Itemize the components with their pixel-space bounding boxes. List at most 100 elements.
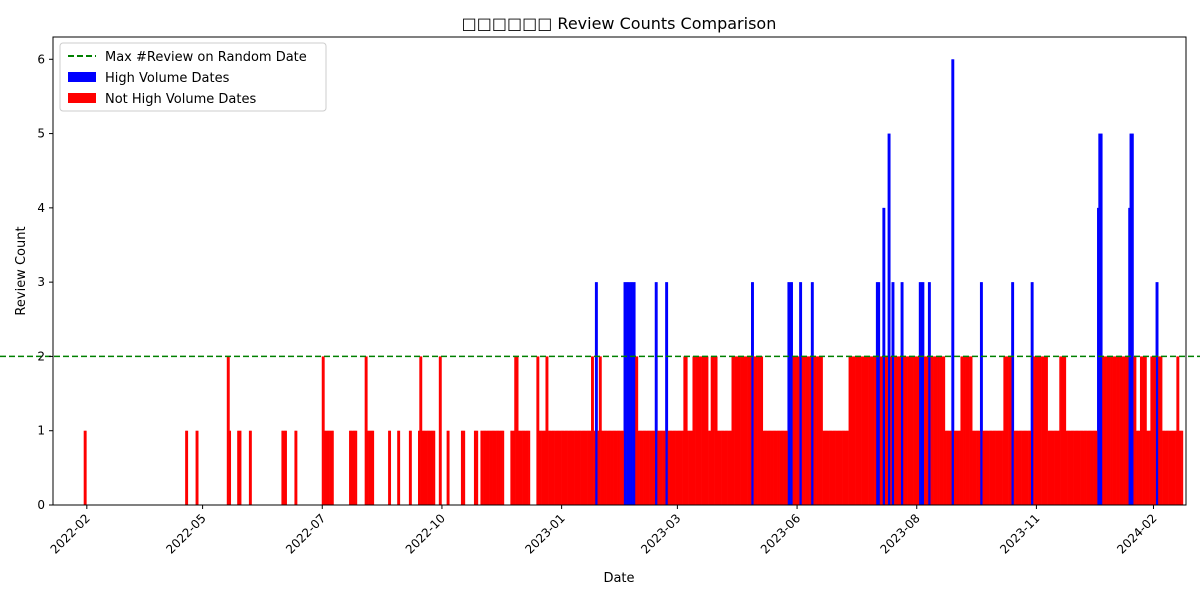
bar: [492, 430, 494, 505]
bar: [537, 356, 540, 505]
bar: [614, 430, 617, 505]
bar: [1143, 356, 1146, 505]
bar: [976, 430, 978, 505]
x-axis-label: Date: [603, 571, 634, 586]
bar: [674, 430, 676, 505]
bar: [428, 430, 431, 505]
bar: [609, 430, 611, 505]
bar: [849, 356, 852, 505]
bar: [1129, 133, 1132, 505]
bar: [369, 430, 372, 505]
bar: [851, 356, 853, 505]
x-tick-label: 2023-03: [638, 511, 683, 556]
bar: [522, 430, 524, 505]
bar: [611, 430, 614, 505]
bar: [1176, 356, 1178, 505]
bar: [959, 430, 961, 505]
bar: [955, 430, 957, 505]
bar: [643, 430, 645, 505]
bar: [510, 430, 512, 505]
bar: [496, 430, 498, 505]
bar: [490, 430, 493, 505]
bar: [1054, 430, 1056, 505]
bar: [669, 430, 671, 505]
bar: [871, 356, 874, 505]
bar: [942, 356, 944, 505]
bar: [734, 356, 736, 505]
bar: [865, 356, 868, 505]
bar: [818, 356, 821, 505]
bar: [1137, 430, 1139, 505]
chart-title: □□□□□□ Review Counts Comparison: [462, 14, 777, 33]
bar: [1103, 356, 1106, 505]
bar: [799, 282, 801, 505]
bar: [597, 430, 600, 505]
bar: [900, 282, 903, 505]
bar: [433, 430, 436, 505]
bar: [808, 356, 810, 505]
bar: [987, 430, 990, 505]
bar: [827, 430, 830, 505]
bar: [349, 430, 351, 505]
bar: [1042, 356, 1045, 505]
bar: [805, 356, 808, 505]
bar: [705, 356, 708, 505]
bar: [630, 282, 632, 505]
x-tick-label: 2022-02: [48, 511, 93, 556]
bar: [589, 430, 592, 505]
bar: [1146, 430, 1149, 505]
bar: [659, 430, 662, 505]
bar: [568, 430, 571, 505]
bar: [648, 430, 650, 505]
bar: [960, 356, 963, 505]
bar: [1024, 430, 1026, 505]
bar: [990, 430, 992, 505]
bar: [1076, 430, 1078, 505]
bar: [895, 356, 898, 505]
bar: [420, 356, 423, 505]
bar: [1154, 356, 1156, 505]
bar: [874, 356, 877, 505]
bar: [873, 356, 875, 505]
bar: [925, 356, 927, 505]
bar: [826, 430, 829, 505]
bar: [645, 430, 648, 505]
bar: [918, 282, 921, 505]
bar: [499, 430, 502, 505]
bar: [502, 430, 505, 505]
bar: [1147, 430, 1150, 505]
bar: [792, 356, 795, 505]
bar: [933, 356, 935, 505]
bar: [432, 430, 434, 505]
bar: [985, 430, 987, 505]
bar: [371, 430, 373, 505]
bar: [1130, 133, 1133, 505]
bar: [890, 356, 892, 505]
bar: [237, 430, 239, 505]
bar: [563, 430, 566, 505]
bar: [423, 430, 425, 505]
bar: [719, 430, 722, 505]
bar: [1071, 430, 1073, 505]
bar: [679, 430, 682, 505]
x-tick-label: 2024-02: [1114, 511, 1159, 556]
bar: [771, 430, 774, 505]
bar: [801, 356, 804, 505]
bar: [653, 430, 656, 505]
bar: [924, 356, 926, 505]
plot-frame: [52, 36, 1187, 506]
bar: [1018, 430, 1021, 505]
bar: [825, 430, 827, 505]
bar: [606, 430, 609, 505]
bar: [796, 356, 799, 505]
bar: [516, 356, 519, 505]
bar: [952, 59, 955, 505]
bar: [480, 430, 483, 505]
bar: [718, 430, 721, 505]
bar: [633, 282, 636, 505]
bar: [682, 430, 684, 505]
bar: [607, 430, 610, 505]
bar: [844, 430, 847, 505]
bar: [685, 356, 688, 505]
bar: [85, 430, 87, 505]
